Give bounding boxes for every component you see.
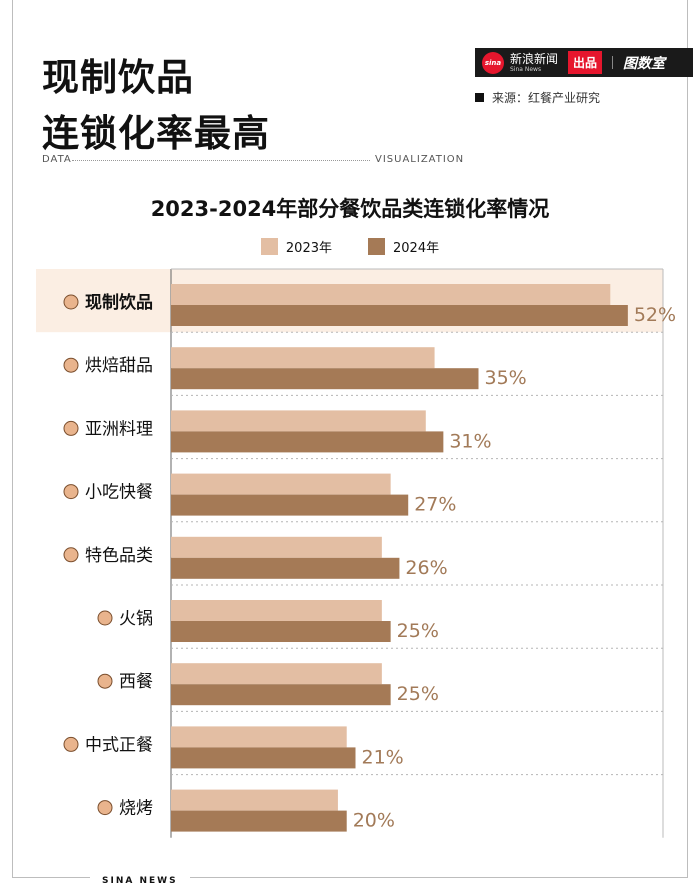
noodle-bowl-icon: [63, 420, 79, 436]
category-label: 火锅: [119, 609, 153, 629]
bar-2023: [171, 410, 426, 432]
value-label: 21%: [362, 746, 404, 768]
bar-2023: [171, 726, 347, 748]
legend-swatch-2023: [260, 238, 278, 255]
bar-2023: [171, 536, 382, 558]
brand-separator: [612, 56, 614, 69]
bubble-tea-icon: [63, 294, 79, 310]
bar-2023: [171, 347, 435, 369]
legend-label-2024: 2024年: [393, 241, 440, 256]
footer-brand: SINA NEWS: [90, 876, 190, 886]
chart-title: 2023-2024年部分餐饮品类连锁化率情况: [150, 197, 550, 221]
legend-item-2024: 2024年: [368, 237, 439, 256]
bar-2023: [171, 600, 382, 621]
legend-item-2023: 2023年: [260, 237, 332, 256]
brand-subtitle: Sina News: [510, 65, 542, 73]
category-label: 现制饮品: [85, 292, 153, 313]
legend-label-2023: 2023年: [285, 241, 332, 256]
bar-2024: [171, 810, 347, 832]
source-text: 来源：红餐产业研究: [492, 91, 601, 105]
legend-swatch-2024: [368, 238, 385, 255]
category-label: 西餐: [119, 672, 153, 692]
value-label: 26%: [405, 557, 447, 579]
bar-2024: [171, 305, 628, 326]
sina-logo-icon: sina: [482, 51, 504, 74]
dotted-divider: [72, 160, 370, 161]
value-label: 31%: [449, 430, 491, 452]
value-label: 35%: [485, 367, 527, 389]
value-label: 27%: [414, 494, 456, 516]
bar-2024: [171, 747, 356, 769]
bar-2024: [171, 431, 444, 453]
value-label: 20%: [353, 810, 395, 832]
value-label: 25%: [397, 683, 439, 705]
bar-2024: [171, 684, 391, 706]
category-label: 中式正餐: [85, 735, 153, 755]
cupcake-icon: [63, 357, 79, 373]
dumpling-icon: [63, 547, 79, 563]
pizza-icon: [97, 673, 113, 689]
page-title: 现制饮品 连锁化率最高: [42, 56, 270, 155]
brand-badge: 出品: [568, 51, 603, 74]
category-label: 烘焙甜品: [85, 356, 153, 376]
source-note: 来源：红餐产业研究: [475, 89, 600, 106]
bar-2023: [171, 284, 611, 305]
tushushi-logo: 图数室: [623, 55, 666, 72]
chart-legend: 2023年 2024年: [0, 237, 700, 256]
hotpot-icon: [97, 610, 113, 626]
category-label: 亚洲料理: [85, 419, 153, 439]
chinese-dish-icon: [63, 736, 79, 752]
category-label: 特色品类: [85, 546, 153, 566]
bar-2023: [171, 789, 338, 811]
bar-2024: [171, 621, 391, 642]
skewers-icon: [97, 800, 113, 816]
bar-2024: [171, 557, 400, 579]
category-label: 小吃快餐: [85, 483, 153, 503]
brand-name: 新浪新闻: [510, 51, 559, 66]
bar-2023: [171, 663, 382, 685]
brand-bar: sina 新浪新闻 Sina News 出品 图数室: [475, 48, 693, 77]
value-label: 25%: [397, 620, 439, 642]
page-frame: [12, 0, 688, 878]
bar-2023: [171, 473, 391, 495]
value-label: 52%: [634, 304, 676, 326]
data-label: DATA: [42, 154, 72, 165]
bar-2024: [171, 368, 479, 390]
category-label: 烧烤: [119, 799, 153, 819]
bar-2024: [171, 494, 409, 516]
brand-text: 新浪新闻 Sina News: [510, 53, 558, 73]
burger-icon: [63, 484, 79, 500]
square-bullet-icon: [475, 93, 484, 102]
visualization-label: VISUALIZATION: [375, 154, 465, 165]
